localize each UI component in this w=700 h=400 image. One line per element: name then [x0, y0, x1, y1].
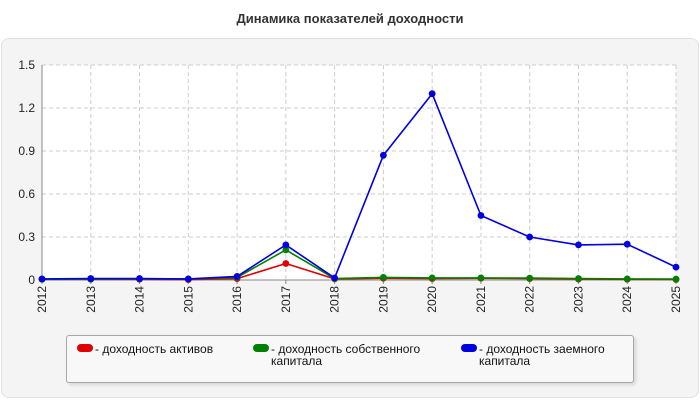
- series-line-2: [41, 92, 677, 280]
- data-point-2: [623, 240, 631, 248]
- data-point-2: [331, 274, 339, 282]
- x-tick-label: 2015: [181, 286, 195, 313]
- y-tick-label: 1.2: [18, 101, 35, 115]
- x-tick-label: 2018: [328, 286, 342, 313]
- y-tick-label: 1.5: [18, 58, 35, 72]
- plot-area: [42, 65, 676, 280]
- data-point-2: [136, 275, 143, 282]
- data-point-2: [526, 233, 534, 241]
- data-point-1: [623, 275, 631, 283]
- x-tick-label: 2016: [230, 286, 244, 313]
- x-tick-label: 2013: [84, 286, 98, 313]
- data-point-2: [379, 151, 387, 159]
- x-tick-label: 2023: [571, 286, 585, 313]
- x-tick-label: 2014: [133, 286, 147, 313]
- y-tick-label: 0: [28, 273, 35, 287]
- data-point-2: [477, 212, 485, 219]
- legend-swatch-equity: [253, 344, 269, 352]
- data-point-0: [282, 260, 290, 267]
- x-tick-label: 2022: [523, 286, 537, 313]
- x-tick-label: 2017: [279, 286, 293, 313]
- data-point-2: [672, 263, 680, 271]
- data-point-2: [282, 241, 290, 249]
- x-tick-label: 2020: [425, 286, 439, 313]
- legend-swatch-debt: [461, 344, 477, 352]
- data-point-1: [282, 246, 290, 254]
- legend-swatch-assets: [77, 344, 93, 352]
- data-point-1: [526, 274, 534, 282]
- data-point-1: [575, 275, 582, 282]
- data-point-2: [575, 241, 582, 249]
- x-tick-label: 2019: [376, 286, 390, 313]
- legend-label-debt: - доходность заемного капитала: [479, 342, 605, 368]
- x-tick-label: 2012: [35, 286, 49, 313]
- data-point-1: [477, 274, 485, 282]
- data-point-2: [184, 275, 192, 283]
- y-tick-label: 0.3: [18, 230, 35, 244]
- legend-label-assets: - доходность активов: [95, 342, 214, 356]
- chart-legend: - доходность активов - доходность собств…: [66, 335, 634, 383]
- data-point-1: [379, 274, 387, 281]
- data-point-2: [233, 273, 241, 280]
- data-point-2: [428, 90, 436, 98]
- data-point-1: [428, 274, 436, 282]
- chart-title: Динамика показателей доходности: [236, 11, 464, 26]
- x-tick-label: 2021: [474, 286, 488, 313]
- x-tick-label: 2025: [669, 286, 683, 313]
- data-point-2: [87, 275, 95, 282]
- data-point-2: [38, 275, 46, 283]
- legend-label-equity: - доходность собственного капитала: [271, 342, 421, 368]
- data-point-1: [672, 275, 680, 283]
- y-tick-label: 0.9: [18, 144, 35, 158]
- x-tick-label: 2024: [620, 286, 634, 313]
- y-tick-label: 0.6: [18, 187, 35, 201]
